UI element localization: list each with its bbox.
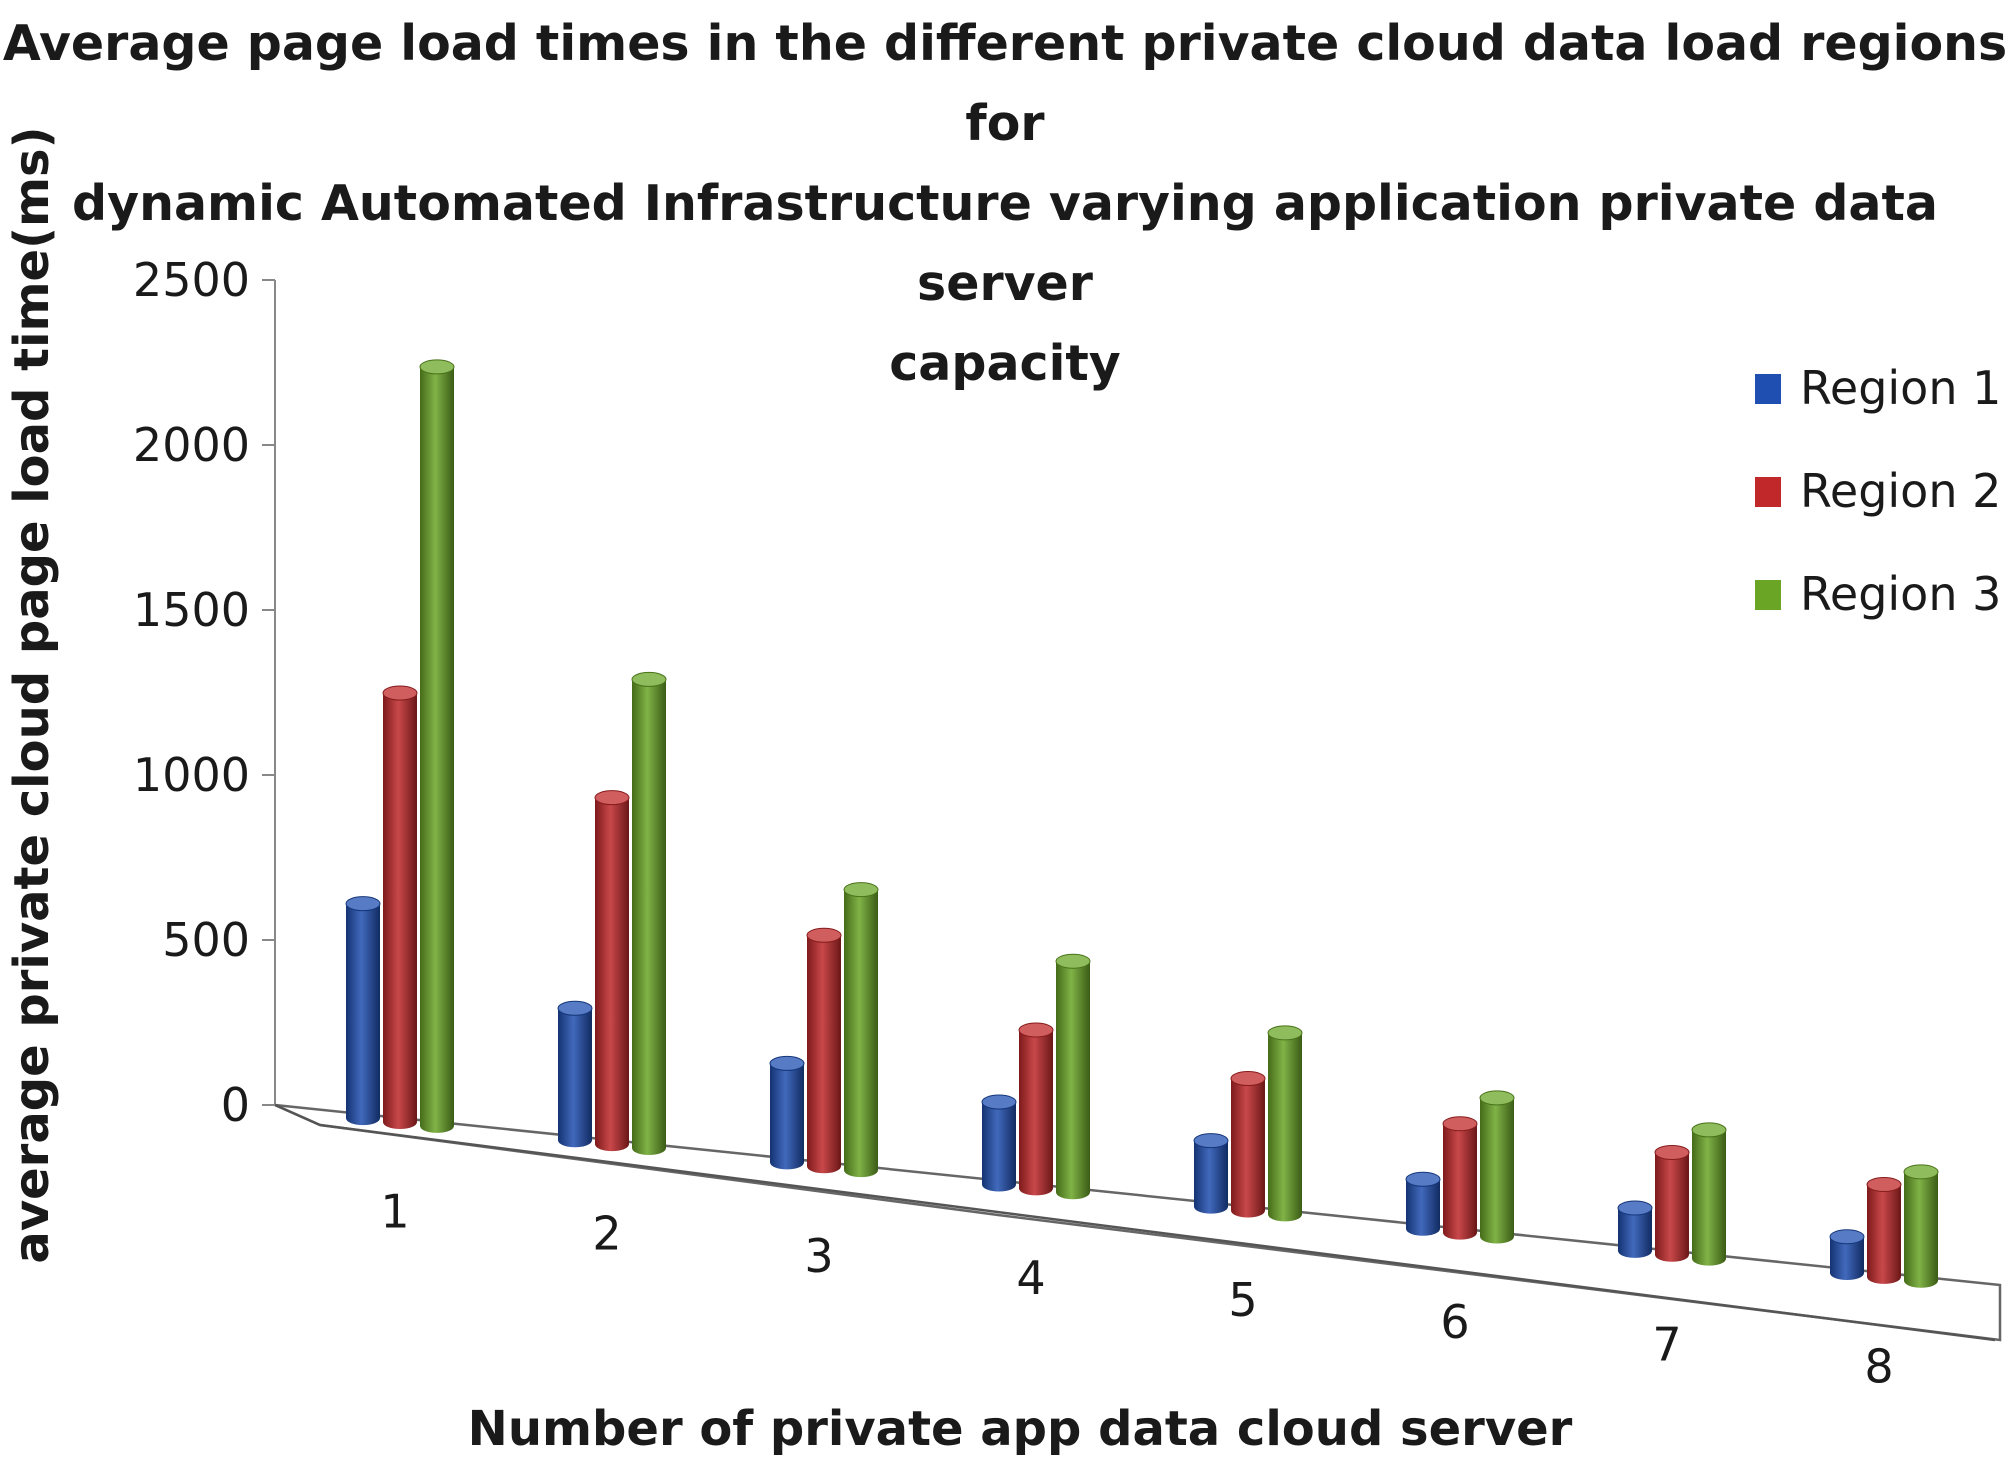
legend-label: Region 3 — [1800, 567, 2001, 621]
x-tick-label: 4 — [1016, 1251, 1045, 1305]
chart-floor — [274, 1103, 2002, 1342]
bar-region-2-2 — [594, 790, 630, 1152]
bar-region-1-3 — [769, 1055, 805, 1170]
bar-region-2-4 — [1018, 1022, 1054, 1196]
y-tick-label: 1500 — [133, 583, 250, 637]
bar-region-3-1 — [419, 359, 455, 1133]
legend-swatch — [1755, 477, 1781, 507]
legend-swatch — [1755, 580, 1781, 610]
y-tick-label: 0 — [221, 1078, 250, 1132]
legend-item: Region 1 — [1755, 361, 2001, 415]
legend-label: Region 1 — [1800, 361, 2001, 415]
chart-legend: Region 1 Region 2 Region 3 — [1755, 361, 2001, 621]
bar-region-3-4 — [1055, 953, 1091, 1200]
x-axis-label: Number of private app data cloud server — [468, 1401, 1573, 1457]
bar-region-3-6 — [1479, 1090, 1515, 1244]
legend-label: Region 2 — [1800, 464, 2001, 518]
x-tick-label: 6 — [1440, 1295, 1469, 1349]
bar-region-3-5 — [1267, 1025, 1303, 1222]
bar-region-1-6 — [1405, 1171, 1441, 1236]
x-axis-ticks: 1 2 3 4 5 6 7 8 — [380, 1185, 1893, 1394]
x-tick-label: 8 — [1864, 1339, 1893, 1393]
bar-region-1-5 — [1193, 1133, 1229, 1214]
y-tick-label: 2000 — [133, 418, 250, 472]
bar-region-2-7 — [1654, 1144, 1690, 1262]
bar-region-2-5 — [1230, 1071, 1266, 1218]
chart-title-line-3: capacity — [889, 335, 1121, 392]
chart-axes — [262, 279, 2002, 1342]
bar-region-2-1 — [382, 685, 418, 1130]
y-tick-label: 500 — [162, 913, 250, 967]
legend-item: Region 2 — [1755, 464, 2001, 518]
bar-region-2-8 — [1866, 1176, 1902, 1284]
x-tick-label: 1 — [380, 1185, 409, 1239]
y-axis-label: average private cloud page load time(ms) — [4, 126, 60, 1263]
chart-title-line-2: dynamic Automated Infrastructure varying… — [72, 175, 1938, 312]
bar-region-1-1 — [345, 896, 381, 1126]
y-axis-ticks: 0 500 1000 1500 2000 2500 — [133, 253, 275, 1132]
bar-region-1-2 — [557, 1000, 593, 1148]
bar-region-1-4 — [981, 1094, 1017, 1192]
legend-swatch — [1755, 374, 1781, 404]
x-tick-label: 5 — [1228, 1273, 1257, 1327]
bar-region-3-2 — [631, 671, 667, 1156]
bar-region-2-6 — [1442, 1116, 1478, 1240]
chart-title: Average page load times in the different… — [0, 4, 2010, 404]
bar-region-1-7 — [1617, 1200, 1653, 1258]
bar-region-3-7 — [1691, 1122, 1727, 1266]
y-tick-label: 2500 — [133, 253, 250, 307]
bar-region-1-8 — [1829, 1229, 1865, 1281]
bar-region-2-3 — [806, 927, 842, 1174]
bar-region-3-3 — [843, 882, 879, 1178]
bar-region-3-8 — [1903, 1164, 1939, 1288]
chart-bars — [345, 359, 1939, 1288]
legend-item: Region 3 — [1755, 567, 2001, 621]
x-tick-label: 7 — [1652, 1317, 1681, 1371]
y-tick-label: 1000 — [133, 748, 250, 802]
x-tick-label: 3 — [804, 1229, 833, 1283]
chart-title-line-1: Average page load times in the different… — [2, 15, 2008, 152]
x-tick-label: 2 — [592, 1207, 621, 1261]
